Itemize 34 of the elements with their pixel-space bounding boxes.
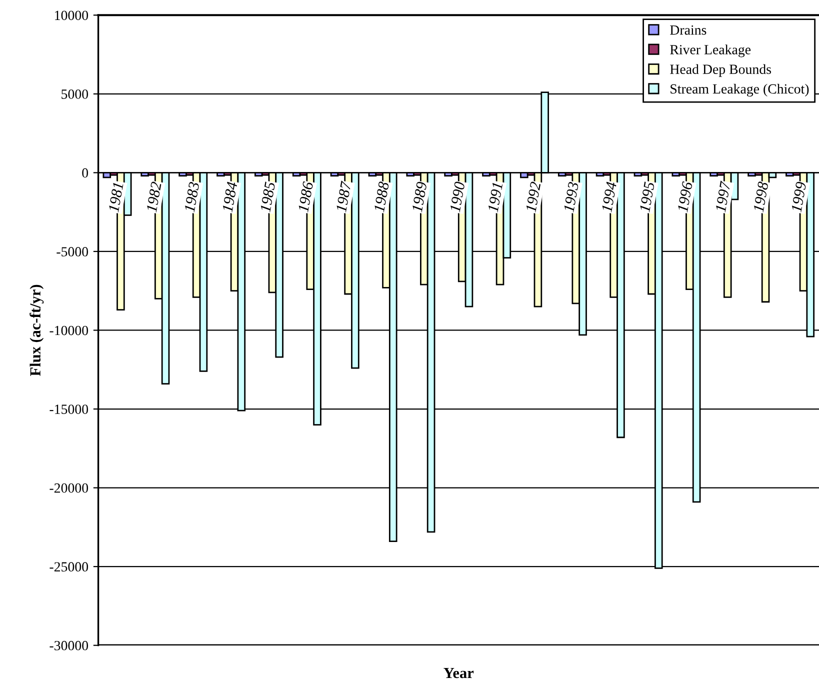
y-tick-label: -10000: [50, 326, 88, 336]
x-tick-label: 1981: [108, 182, 124, 212]
x-tick-label: 1982: [146, 181, 162, 212]
y-axis-title: Flux (ac-ft/yr): [30, 284, 44, 376]
legend-label: Drains: [670, 25, 706, 35]
y-tick-label: -5000: [56, 247, 88, 256]
x-tick-label: 1995: [639, 182, 655, 212]
x-axis-title: Year: [444, 668, 474, 678]
x-tick-label: 1983: [184, 182, 200, 212]
x-tick-label: 1999: [791, 181, 806, 212]
x-tick-label: 1985: [260, 182, 276, 212]
y-tick-label: 5000: [62, 89, 88, 99]
y-tick-label: 0: [82, 168, 88, 178]
x-tick-label: 1998: [753, 181, 768, 212]
y-tick-label: -15000: [50, 404, 88, 414]
y-tick-label: -30000: [50, 640, 88, 650]
y-tick-label: -20000: [50, 483, 88, 493]
x-tick-label: 1988: [374, 181, 390, 212]
x-tick-label: 1989: [412, 181, 428, 212]
x-tick-label: 1990: [450, 181, 466, 212]
x-tick-label: 1993: [564, 182, 579, 212]
y-tick-label: 10000: [55, 10, 88, 20]
legend-label: River Leakage: [670, 44, 751, 58]
x-tick-label: 1987: [336, 180, 352, 212]
x-tick-label: 1994: [601, 181, 617, 212]
x-tick-label: 1996: [677, 181, 693, 212]
x-tick-label: 1984: [222, 181, 238, 212]
x-tick-label: 1992: [526, 181, 541, 212]
legend-label: Stream Leakage (Chicot): [670, 84, 809, 96]
x-tick-label: 1997: [715, 180, 731, 212]
x-tick-label: 1991: [488, 182, 503, 212]
legend-label: Head Dep Bounds: [670, 64, 772, 77]
x-tick-label: 1986: [298, 181, 314, 212]
y-tick-label: -25000: [50, 562, 88, 572]
